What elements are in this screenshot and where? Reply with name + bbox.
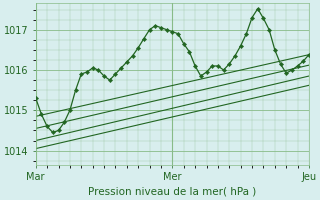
X-axis label: Pression niveau de la mer( hPa ): Pression niveau de la mer( hPa ) bbox=[88, 187, 256, 197]
